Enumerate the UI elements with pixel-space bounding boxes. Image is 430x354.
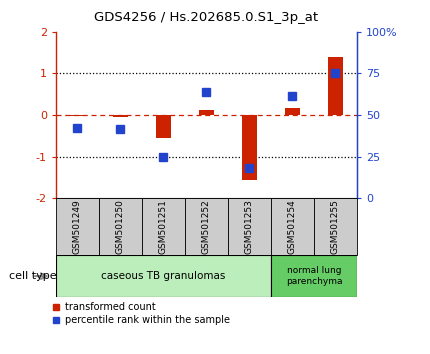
Bar: [242, 115, 257, 179]
Text: GSM501254: GSM501254: [288, 199, 297, 254]
Text: GSM501249: GSM501249: [73, 199, 82, 254]
Bar: [199, 110, 214, 115]
Text: GSM501252: GSM501252: [202, 199, 211, 254]
Bar: [99, 198, 142, 255]
Text: GSM501255: GSM501255: [331, 199, 340, 254]
Text: GSM501253: GSM501253: [245, 199, 254, 254]
Bar: [113, 115, 128, 117]
Bar: [156, 115, 171, 138]
Text: GDS4256 / Hs.202685.0.S1_3p_at: GDS4256 / Hs.202685.0.S1_3p_at: [94, 11, 319, 24]
Bar: [185, 198, 228, 255]
Bar: [314, 198, 357, 255]
Text: GSM501250: GSM501250: [116, 199, 125, 254]
Bar: [285, 108, 300, 115]
Bar: [142, 198, 185, 255]
Bar: [56, 255, 271, 297]
Bar: [271, 255, 357, 297]
Bar: [56, 198, 99, 255]
Bar: [228, 198, 271, 255]
Text: normal lung
parenchyma: normal lung parenchyma: [286, 267, 342, 286]
Text: cell type: cell type: [9, 271, 56, 281]
Bar: [328, 57, 343, 115]
Text: caseous TB granulomas: caseous TB granulomas: [101, 271, 226, 281]
Text: GSM501251: GSM501251: [159, 199, 168, 254]
Bar: [271, 198, 314, 255]
Bar: [70, 115, 85, 116]
Legend: transformed count, percentile rank within the sample: transformed count, percentile rank withi…: [52, 302, 230, 325]
